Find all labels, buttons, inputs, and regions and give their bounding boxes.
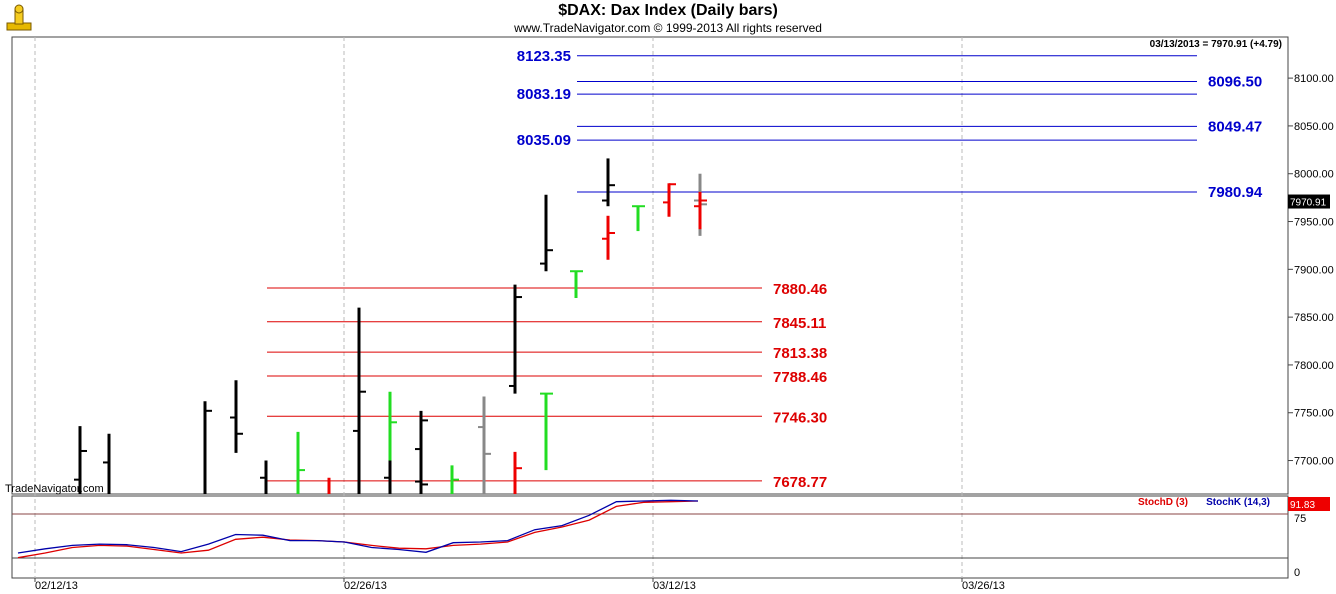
stoch-value-label: 91.83 — [1290, 500, 1315, 511]
resistance-label: 8083.19 — [517, 86, 571, 103]
y-tick-label: 7700.00 — [1294, 456, 1334, 468]
ohlc-bar — [632, 205, 645, 232]
ohlc-bar — [513, 451, 522, 494]
last-price-label: 7970.91 — [1290, 198, 1327, 209]
ohlc-bar — [540, 194, 553, 272]
ohlc-bar — [694, 191, 707, 230]
indicator-panel-frame — [11, 495, 1289, 579]
stoch-level-label: 75 — [1294, 513, 1306, 525]
price-bars — [74, 158, 707, 494]
y-tick-label: 8100.00 — [1294, 73, 1334, 85]
tradenavigator-logo-icon — [6, 4, 32, 31]
ohlc-bar — [663, 183, 676, 217]
chart-title: $DAX: Dax Index (Daily bars) — [558, 2, 778, 19]
y-tick-label: 8000.00 — [1294, 169, 1334, 181]
y-tick-label: 8050.00 — [1294, 121, 1334, 133]
ohlc-bar — [103, 433, 111, 494]
ohlc-bar — [602, 215, 615, 260]
stochD-line — [17, 500, 699, 559]
last-bar-info: 03/13/2013 = 7970.91 (+4.79) — [1150, 39, 1282, 50]
last-price-tag — [1288, 194, 1330, 209]
ohlc-bar — [478, 396, 491, 494]
resistance-label: 8049.47 — [1208, 118, 1262, 135]
ohlc-bar — [450, 465, 459, 494]
stochD-legend: StochD (3) — [1138, 497, 1188, 508]
ohlc-bar — [260, 460, 268, 494]
watermark-text: TradeNavigator.com — [5, 483, 104, 495]
stoch-value-tag — [1288, 497, 1330, 511]
support-label: 7746.30 — [773, 409, 827, 426]
x-tick-label: 02/26/13 — [344, 580, 387, 592]
ohlc-bar — [570, 270, 583, 299]
ohlc-bar — [602, 158, 615, 207]
ohlc-bar — [74, 426, 87, 494]
support-label: 7813.38 — [773, 345, 827, 362]
resistance-label: 8035.09 — [517, 132, 571, 149]
ohlc-bar — [353, 307, 366, 494]
ohlc-bar — [230, 380, 243, 453]
support-label: 7678.77 — [773, 474, 827, 491]
ohlc-bar — [415, 410, 428, 494]
copyright-text: www.TradeNavigator.com © 1999-2013 All r… — [514, 21, 822, 35]
resistance-label: 7980.94 — [1208, 184, 1263, 201]
stochK-legend: StochK (14,3) — [1206, 497, 1270, 508]
ohlc-bar — [384, 460, 392, 494]
main-panel-frame — [11, 36, 1289, 495]
x-tick-label: 03/12/13 — [653, 580, 696, 592]
y-tick-label: 7850.00 — [1294, 312, 1334, 324]
stoch-zero-label: 0 — [1294, 567, 1300, 579]
y-tick-label: 7900.00 — [1294, 264, 1334, 276]
support-label: 7880.46 — [773, 281, 827, 298]
resistance-label: 8123.35 — [517, 48, 571, 65]
resistance-label: 8096.50 — [1208, 73, 1262, 90]
x-tick-label: 02/12/13 — [35, 580, 78, 592]
ohlc-bar — [509, 284, 522, 394]
support-label: 7788.46 — [773, 369, 827, 386]
y-tick-label: 7750.00 — [1294, 408, 1334, 420]
y-tick-label: 7800.00 — [1294, 360, 1334, 372]
support-label: 7845.11 — [773, 315, 826, 332]
ohlc-bar — [203, 401, 212, 494]
ohlc-bar — [540, 392, 553, 471]
x-tick-label: 03/26/13 — [962, 580, 1005, 592]
y-tick-label: 7950.00 — [1294, 217, 1334, 229]
ohlc-bar — [296, 431, 305, 494]
stochK-line — [17, 499, 699, 554]
